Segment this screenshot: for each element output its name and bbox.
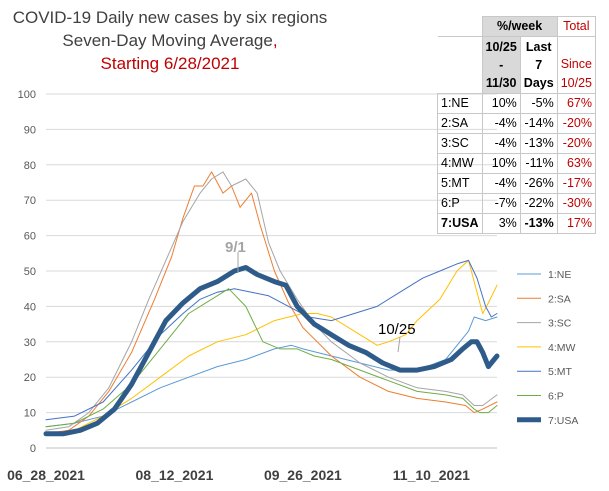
y-tick-label: 30	[24, 337, 36, 349]
row-pct-last7: -5%	[519, 93, 558, 114]
h3-l1: Since	[560, 57, 592, 71]
blank-corner	[437, 16, 483, 37]
trough-leader-line	[397, 336, 401, 353]
stats-row: 1:NE 10% -5% 67%	[437, 93, 596, 114]
h3-l2: 10/25	[560, 76, 592, 90]
row-label: 6:P	[437, 193, 483, 214]
row-total-since: 63%	[556, 153, 596, 174]
header-col-last-7-days: Last 7 Days	[519, 36, 558, 94]
h1-l2: -	[499, 58, 504, 72]
h2-l1: Last	[525, 40, 552, 54]
row-label: 2:SA	[437, 113, 483, 134]
trough-annotation: 10/25	[378, 321, 416, 338]
legend-label: 3:SC	[548, 318, 572, 330]
h1-l3: 11/30	[485, 76, 517, 90]
x-tick-label: 11_10_2021	[393, 467, 470, 483]
stats-header-row-1: %/week Total	[437, 16, 596, 37]
chart-title-line-1: COVID-19 Daily new cases by six regions	[12, 8, 328, 27]
row-pct-10-25: -4%	[481, 133, 521, 154]
row-total-since: -17%	[556, 173, 596, 194]
peak-annotation: 9/1	[225, 239, 246, 256]
legend-label: 7:USA	[548, 415, 578, 427]
series-line-2-sa	[45, 171, 498, 435]
x-tick-label: 06_28_2021	[7, 467, 85, 483]
row-total-since: -20%	[556, 133, 596, 154]
row-total-since: 17%	[556, 213, 596, 234]
x-tick-label: 08_12_2021	[136, 467, 214, 483]
row-pct-10-25: 10%	[481, 93, 521, 114]
y-tick-label: 40	[24, 301, 36, 313]
legend-label: 5:MT	[548, 366, 573, 378]
row-pct-last7: -13%	[519, 213, 558, 234]
row-pct-10-25: 3%	[481, 213, 521, 234]
y-tick-label: 100	[18, 89, 36, 101]
chart-title-line-2: Seven-Day Moving Average,	[0, 29, 340, 52]
row-pct-10-25: 10%	[481, 153, 521, 174]
row-label: 1:NE	[437, 93, 483, 114]
series-lines	[43, 171, 500, 437]
row-label: 7:USA	[437, 213, 483, 234]
row-total-since: 67%	[556, 93, 596, 114]
title-line-2-text: Seven-Day Moving Average	[62, 31, 273, 50]
annotations: 9/1 10/25	[225, 239, 416, 353]
header-total: Total	[556, 16, 596, 37]
legend-label: 6:P	[548, 391, 564, 403]
x-axis: 06_28_2021 08_12_2021 09_26_2021 11_10_2021	[7, 447, 497, 483]
y-tick-label: 70	[24, 195, 36, 207]
y-tick-label: 50	[24, 266, 36, 278]
header-pct-week: %/week	[481, 16, 558, 37]
h2-l3: Days	[523, 76, 554, 90]
row-pct-10-25: -7%	[481, 193, 521, 214]
stats-row: 4:MW 10% -11% 63%	[437, 153, 596, 174]
series-line-7-usa	[43, 265, 500, 437]
title-comma: ,	[272, 31, 278, 50]
stats-table: %/week Total 10/25 - 11/30 Last 7 Days S…	[437, 16, 596, 234]
gridlines	[46, 93, 497, 449]
legend-label: 1:NE	[548, 269, 571, 281]
legend-label: 2:SA	[548, 293, 571, 305]
row-total-since: -20%	[556, 113, 596, 134]
series-line-4-mw	[45, 259, 498, 435]
h1-l1: 10/25	[485, 40, 517, 54]
series-line-1-ne	[45, 316, 498, 428]
stats-row: 5:MT -4% -26% -17%	[437, 173, 596, 194]
y-tick-label: 10	[24, 408, 36, 420]
stats-row: 2:SA -4% -14% -20%	[437, 113, 596, 134]
row-pct-last7: -22%	[519, 193, 558, 214]
y-tick-label: 0	[30, 443, 36, 455]
header-col-since-10-25: Since 10/25	[556, 36, 596, 94]
y-tick-label: 60	[24, 231, 36, 243]
chart-title-line-3: Starting 6/28/2021	[100, 54, 240, 73]
row-total-since: -30%	[556, 193, 596, 214]
y-tick-label: 90	[24, 124, 36, 136]
legend: 1:NE 2:SA 3:SC 4:MW 5:MT 6:P 7:USA	[517, 269, 578, 427]
row-label: 4:MW	[437, 153, 483, 174]
row-pct-last7: -13%	[519, 133, 558, 154]
series-line-6-p	[45, 288, 498, 428]
stats-row: 6:P -7% -22% -30%	[437, 193, 596, 214]
stats-row: 3:SC -4% -13% -20%	[437, 133, 596, 154]
y-tick-label: 80	[24, 160, 36, 172]
row-pct-10-25: -4%	[481, 173, 521, 194]
stats-row-usa: 7:USA 3% -13% 17%	[437, 213, 596, 234]
row-pct-last7: -11%	[519, 153, 558, 174]
h2-l2: 7	[535, 58, 543, 72]
row-label: 3:SC	[437, 133, 483, 154]
y-tick-label: 20	[24, 372, 36, 384]
row-label: 5:MT	[437, 173, 483, 194]
series-line-5-mt	[45, 259, 498, 421]
row-pct-10-25: -4%	[481, 113, 521, 134]
x-tick-label: 09_26_2021	[264, 467, 342, 483]
legend-label: 4:MW	[548, 342, 576, 354]
header-col-10-25-11-30: 10/25 - 11/30	[481, 36, 521, 94]
blank-cell	[437, 36, 483, 94]
series-line-3-sc	[45, 171, 498, 431]
row-pct-last7: -26%	[519, 173, 558, 194]
stats-header-row-2: 10/25 - 11/30 Last 7 Days Since 10/25	[437, 36, 596, 94]
y-axis: 0 10 20 30 40 50 60 70 80 90 100	[18, 89, 36, 455]
row-pct-last7: -14%	[519, 113, 558, 134]
